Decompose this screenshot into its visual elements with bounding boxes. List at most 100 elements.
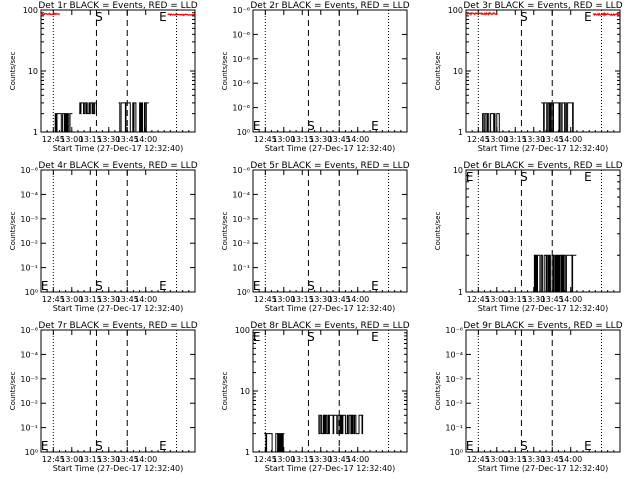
- x-tick-label: 14:00: [134, 295, 157, 304]
- y-tick-label: 10: [453, 166, 463, 175]
- y-tick-label: 100: [235, 326, 250, 335]
- x-tick-label: 13:30: [309, 295, 332, 304]
- marker-e: E: [253, 119, 261, 133]
- panel-6: Det 6r BLACK = Events, RED = LLD 1 10 12:45…: [434, 161, 623, 313]
- events-series: [318, 414, 364, 435]
- x-tick-label: 13:00: [272, 455, 295, 464]
- x-tick-label: 13:15: [79, 455, 102, 464]
- y-tick-label: 10⁻⁶: [232, 104, 250, 113]
- x-axis-label: Start Time (27-Dec-17 12:32:40): [53, 304, 184, 313]
- y-tick-label: 10⁻¹: [445, 424, 463, 433]
- marker-e: E: [584, 439, 592, 453]
- y-tick-label: 10⁻⁴: [232, 190, 250, 199]
- y-axis-label: Counts/sec: [221, 372, 229, 411]
- y-tick-label: 10⁻⁶: [445, 326, 463, 335]
- events-series: [533, 254, 577, 293]
- x-axis-label: Start Time (27-Dec-17 12:32:40): [53, 464, 184, 473]
- y-tick-label: 10⁻²: [232, 239, 250, 248]
- marker-s: S: [307, 279, 315, 293]
- x-axis-label: Start Time (27-Dec-17 12:32:40): [478, 144, 609, 153]
- y-axis-label: Counts/sec: [434, 212, 442, 251]
- x-tick-label: 13:45: [328, 455, 351, 464]
- events-series: [79, 102, 98, 115]
- x-axis-label: Start Time (27-Dec-17 12:32:40): [478, 464, 609, 473]
- x-tick-label: 14:00: [346, 135, 369, 144]
- x-axis-label: Start Time (27-Dec-17 12:32:40): [478, 304, 609, 313]
- y-axis-label: Counts/sec: [221, 52, 229, 91]
- y-tick-label: 10⁻¹: [232, 264, 250, 273]
- x-tick-label: 13:00: [485, 455, 508, 464]
- plot-frame: [40, 169, 196, 293]
- marker-e: E: [466, 170, 474, 184]
- x-tick-label: 13:45: [116, 295, 139, 304]
- panel-title: Det 1r BLACK = Events, RED = LLD: [38, 1, 197, 11]
- y-tick-label: 10⁻¹: [20, 424, 38, 433]
- marker-e: E: [371, 330, 379, 344]
- x-tick-label: 13:15: [291, 135, 314, 144]
- x-tick-label: 14:00: [559, 135, 582, 144]
- x-tick-label: 13:45: [116, 455, 139, 464]
- y-tick-label: 10⁻²: [20, 399, 38, 408]
- marker-e: E: [41, 439, 49, 453]
- plot-frame: [252, 169, 408, 293]
- x-tick-label: 13:15: [504, 295, 527, 304]
- marker-s: S: [520, 10, 528, 24]
- panel-3: Det 3r BLACK = Events, RED = LLD 1 10 100 12…: [434, 1, 623, 153]
- panel-title: Det 5r BLACK = Events, RED = LLD: [250, 161, 409, 171]
- lld-series: [40, 12, 60, 16]
- marker-s: S: [307, 119, 315, 133]
- lld-series: [465, 11, 498, 17]
- marker-s: S: [307, 330, 315, 344]
- y-axis-label: Counts/sec: [221, 212, 229, 251]
- y-tick-label: 10⁰: [237, 288, 250, 297]
- marker-e: E: [159, 279, 167, 293]
- x-tick-label: 13:45: [116, 135, 139, 144]
- x-tick-label: 13:15: [504, 455, 527, 464]
- plot-frame: [40, 329, 196, 453]
- y-tick-label: 10⁻⁶: [232, 79, 250, 88]
- panel-title: Det 7r BLACK = Events, RED = LLD: [38, 321, 197, 331]
- marker-e: E: [159, 439, 167, 453]
- y-tick-label: 10⁻²: [20, 239, 38, 248]
- y-tick-label: 10⁻⁶: [232, 30, 250, 39]
- events-series: [118, 102, 149, 133]
- y-tick-label: 10⁻⁶: [232, 6, 250, 15]
- y-tick-label: 10⁻³: [20, 375, 38, 384]
- x-tick-label: 13:15: [504, 135, 527, 144]
- x-tick-label: 14:00: [134, 455, 157, 464]
- y-tick-label: 10⁰: [237, 128, 250, 137]
- marker-e: E: [253, 330, 261, 344]
- x-tick-label: 12:45: [254, 295, 277, 304]
- plot-frame: [252, 9, 408, 133]
- y-tick-label: 10⁻⁴: [445, 350, 463, 359]
- panel-7: Det 7r BLACK = Events, RED = LLD 10⁰ 10⁻¹ 1…: [9, 321, 198, 473]
- marker-e: E: [41, 279, 49, 293]
- y-tick-label: 10⁻³: [445, 375, 463, 384]
- y-tick-label: 10⁻⁴: [20, 350, 38, 359]
- y-tick-label: 10⁰: [25, 448, 38, 457]
- marker-s: S: [95, 10, 103, 24]
- x-tick-label: 13:00: [272, 295, 295, 304]
- marker-e: E: [584, 10, 592, 24]
- events-series: [54, 113, 73, 133]
- x-tick-label: 13:15: [79, 135, 102, 144]
- x-tick-label: 13:00: [60, 455, 83, 464]
- y-axis-label: Counts/sec: [9, 372, 17, 411]
- y-axis-label: Counts/sec: [434, 52, 442, 91]
- panel-title: Det 8r BLACK = Events, RED = LLD: [250, 321, 409, 331]
- x-tick-label: 12:45: [467, 295, 490, 304]
- y-tick-label: 10⁻⁶: [232, 166, 250, 175]
- x-tick-label: 13:30: [522, 135, 545, 144]
- panel-title: Det 3r BLACK = Events, RED = LLD: [463, 1, 622, 11]
- plot-frame: [465, 329, 621, 453]
- x-tick-label: 12:45: [467, 455, 490, 464]
- x-tick-label: 13:00: [60, 295, 83, 304]
- x-axis-label: Start Time (27-Dec-17 12:32:40): [265, 304, 396, 313]
- x-tick-label: 12:45: [42, 295, 65, 304]
- panel-title: Det 9r BLACK = Events, RED = LLD: [463, 321, 622, 331]
- x-tick-label: 14:00: [134, 135, 157, 144]
- panel-title: Det 4r BLACK = Events, RED = LLD: [38, 161, 197, 171]
- x-tick-label: 12:45: [42, 455, 65, 464]
- x-tick-label: 13:45: [541, 135, 564, 144]
